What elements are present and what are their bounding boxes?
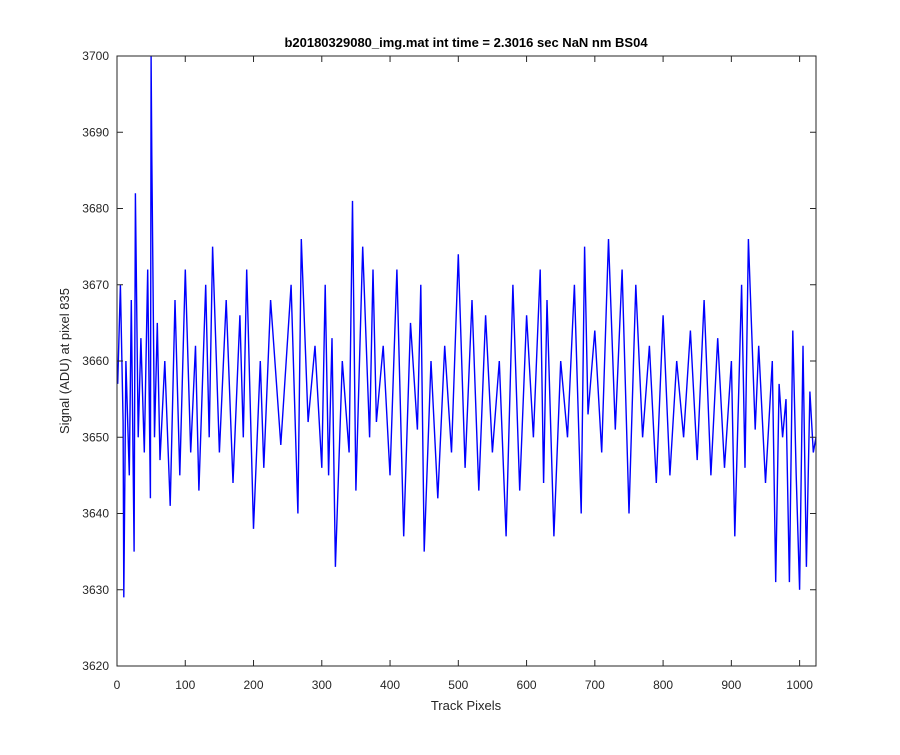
x-axis-ticks: 0 100 200 300 400 500 600 700 800 900 1000 — [114, 56, 813, 692]
x-tick-label: 400 — [380, 678, 400, 692]
plot-frame — [116, 55, 817, 667]
series-group — [117, 55, 817, 598]
x-tick-label: 100 — [175, 678, 195, 692]
y-tick-label: 3700 — [82, 49, 109, 63]
plot-area — [117, 56, 816, 666]
y-tick-label: 3640 — [82, 507, 109, 521]
series-line — [117, 55, 817, 598]
x-tick-label: 900 — [721, 678, 741, 692]
y-tick-label: 3660 — [82, 354, 109, 368]
y-tick-label: 3620 — [82, 659, 109, 673]
y-tick-label: 3680 — [82, 202, 109, 216]
x-axis-label: Track Pixels — [431, 698, 502, 713]
chart-title: b20180329080_img.mat int time = 2.3016 s… — [284, 35, 648, 50]
x-tick-label: 1000 — [786, 678, 813, 692]
x-tick-label: 700 — [585, 678, 605, 692]
y-axis-ticks: 3620 3630 3640 3650 3660 3670 3680 3690 3700 — [82, 49, 816, 673]
y-tick-label: 3650 — [82, 430, 109, 444]
x-tick-label: 500 — [448, 678, 468, 692]
x-tick-label: 600 — [517, 678, 537, 692]
y-axis-label: Signal (ADU) at pixel 835 — [57, 288, 72, 434]
y-tick-label: 3670 — [82, 278, 109, 292]
x-tick-label: 300 — [312, 678, 332, 692]
y-tick-label: 3690 — [82, 125, 109, 139]
x-tick-label: 0 — [114, 678, 121, 692]
y-tick-label: 3630 — [82, 583, 109, 597]
x-tick-label: 800 — [653, 678, 673, 692]
x-tick-label: 200 — [244, 678, 264, 692]
